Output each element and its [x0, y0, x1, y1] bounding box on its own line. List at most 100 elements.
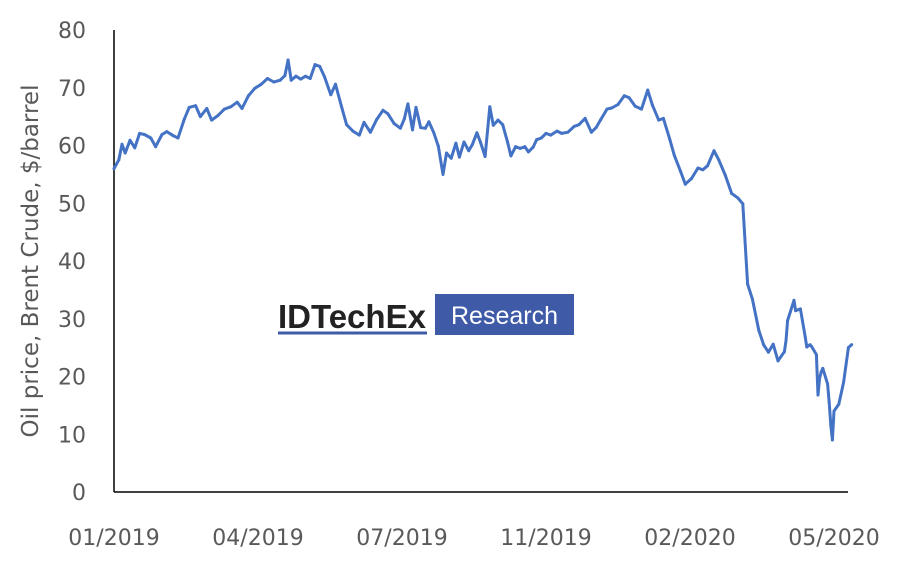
data-point: [154, 145, 158, 149]
data-point: [381, 108, 385, 112]
data-point: [411, 128, 414, 132]
data-point: [798, 307, 802, 311]
data-point: [171, 134, 175, 138]
y-tick-label: 0: [72, 481, 86, 506]
data-point: [750, 297, 754, 301]
data-point: [216, 114, 220, 117]
data-point: [837, 402, 841, 406]
x-axis-tick-labels: 01/2019 04/2019 07/2019 11/2019 02/2020 05/20…: [68, 526, 879, 551]
data-point: [544, 131, 548, 135]
data-point: [832, 409, 836, 413]
y-tick-label: 20: [58, 366, 86, 391]
data-point: [246, 94, 250, 98]
data-point: [679, 170, 683, 173]
data-point: [827, 401, 831, 404]
data-point: [304, 74, 307, 78]
data-point: [432, 130, 436, 134]
data-point: [549, 133, 553, 137]
data-point: [605, 107, 609, 111]
data-point: [198, 115, 202, 119]
data-point: [398, 126, 402, 130]
data-point: [696, 166, 700, 170]
data-point: [717, 158, 721, 162]
data-point: [386, 112, 390, 116]
data-point: [690, 176, 694, 180]
data-point: [526, 150, 530, 154]
x-tick-label: 07/2019: [356, 526, 447, 551]
data-point: [194, 104, 198, 108]
data-point: [235, 100, 239, 104]
data-point: [272, 80, 276, 84]
data-point: [406, 102, 410, 106]
data-point: [577, 123, 581, 127]
data-point: [210, 118, 214, 122]
data-point: [539, 136, 543, 140]
brent-crude-price-line: [112, 58, 854, 442]
data-point: [657, 118, 661, 122]
y-tick-label: 10: [58, 423, 86, 448]
data-point: [253, 86, 257, 90]
data-point: [661, 116, 665, 120]
data-point: [470, 143, 474, 147]
data-point: [467, 149, 471, 153]
data-point: [805, 345, 809, 349]
data-point: [818, 376, 822, 380]
data-point: [483, 155, 487, 158]
data-point: [810, 345, 814, 348]
data-point: [829, 423, 833, 427]
y-tick-label: 60: [58, 135, 86, 160]
data-point: [222, 107, 226, 111]
data-point: [741, 202, 745, 206]
data-point: [308, 77, 312, 80]
data-point: [566, 130, 570, 134]
data-point: [368, 130, 372, 134]
data-point: [329, 93, 333, 97]
data-point: [589, 130, 593, 134]
data-point: [278, 78, 282, 82]
data-point: [496, 118, 500, 122]
y-tick-label: 70: [58, 77, 86, 102]
data-point: [283, 74, 287, 78]
data-point: [560, 131, 564, 135]
data-point: [402, 117, 406, 121]
data-point: [286, 58, 290, 62]
data-point: [610, 106, 614, 110]
data-point: [572, 124, 576, 128]
data-point: [599, 118, 603, 121]
data-point: [340, 106, 344, 110]
data-point: [736, 196, 740, 200]
data-point: [182, 117, 186, 121]
x-tick-label: 02/2020: [644, 526, 735, 551]
y-axis-title: Oil price, Brent Crude, $/barrel: [18, 85, 44, 438]
logo-idtechex-text: IDTechEx: [278, 298, 427, 335]
data-point: [362, 120, 366, 124]
data-point: [627, 96, 631, 100]
data-point: [555, 129, 559, 133]
data-point: [830, 438, 834, 442]
data-point: [622, 94, 626, 98]
data-point: [454, 141, 458, 145]
data-point: [523, 145, 527, 149]
data-point: [650, 103, 654, 107]
data-point: [457, 155, 461, 159]
data-point: [229, 105, 233, 109]
idtechex-logo: IDTechEx Research: [278, 294, 574, 335]
data-point: [816, 393, 820, 397]
data-point: [514, 145, 518, 149]
data-point: [821, 366, 825, 370]
data-point: [128, 138, 132, 142]
data-point: [259, 82, 263, 86]
data-point: [123, 151, 127, 155]
data-point: [672, 153, 676, 157]
data-point: [784, 339, 788, 343]
data-point: [706, 164, 710, 168]
data-point: [357, 133, 361, 137]
data-point: [176, 136, 180, 140]
data-point: [794, 309, 798, 313]
data-point: [594, 126, 598, 130]
data-point: [535, 138, 539, 142]
data-point: [668, 137, 672, 141]
data-point: [814, 353, 818, 357]
data-point: [375, 118, 379, 121]
